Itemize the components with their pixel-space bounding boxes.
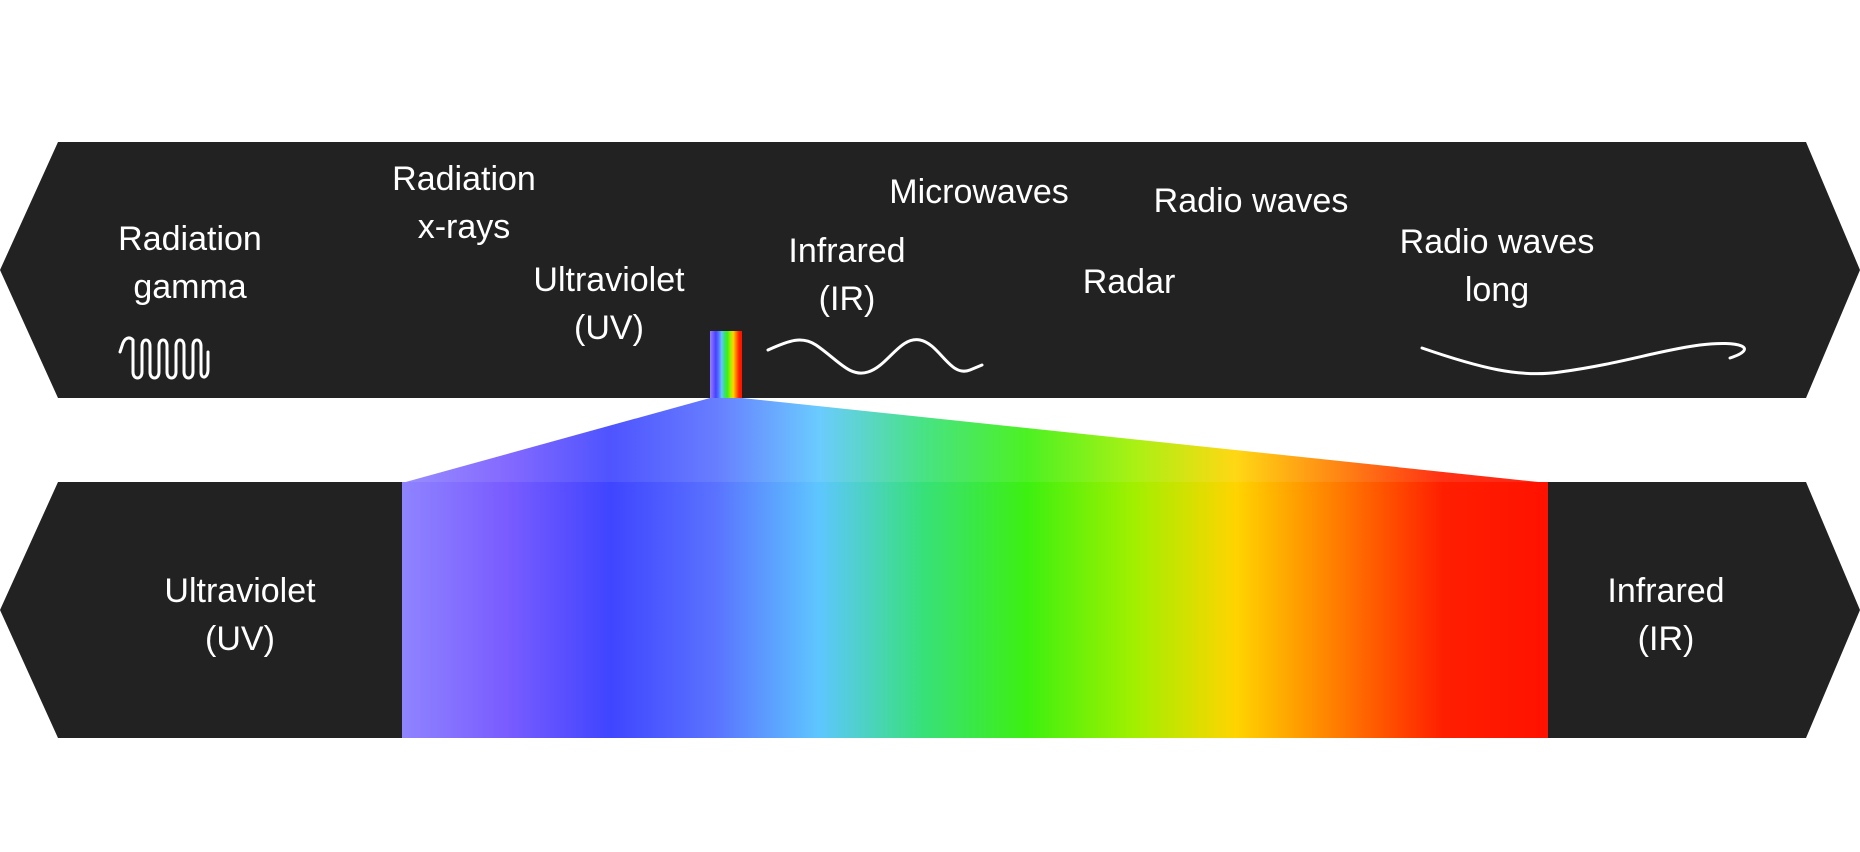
- label-radio-waves-long: Radio waves long: [1400, 218, 1595, 314]
- label-infrared-bottom-line2: (IR): [1637, 620, 1695, 658]
- label-radio-waves-line1: Radio waves: [1153, 182, 1349, 220]
- visible-spectrum-gradient: [402, 482, 1548, 738]
- label-ultraviolet-top: Ultraviolet (UV): [533, 256, 684, 352]
- label-infrared-bottom-line1: Infrared: [1607, 572, 1725, 610]
- label-microwaves: Microwaves: [889, 168, 1068, 216]
- label-ultraviolet-bottom-line1: Ultraviolet: [164, 572, 316, 610]
- label-radio-waves-long-line2: long: [1464, 271, 1530, 309]
- label-radiation-xrays-line1: Radiation: [392, 160, 536, 198]
- label-radiation-gamma-line1: Radiation: [118, 220, 262, 258]
- label-radiation-xrays-line2: x-rays: [417, 208, 511, 246]
- label-ultraviolet-top-line2: (UV): [574, 309, 644, 347]
- spectrum-projection-cone: [402, 398, 1548, 483]
- label-radio-waves: Radio waves: [1154, 177, 1349, 225]
- label-ultraviolet-bottom: Ultraviolet (UV): [164, 567, 315, 663]
- label-ultraviolet-top-line1: Ultraviolet: [533, 261, 685, 299]
- label-radiation-xrays: Radiation x-rays: [392, 155, 536, 251]
- label-infrared-top-line2: (IR): [818, 280, 876, 318]
- infrared-wave-icon: [766, 338, 984, 375]
- label-radiation-gamma: Radiation gamma: [118, 215, 262, 311]
- spectrum-band-background: [0, 142, 1860, 398]
- label-infrared-top: Infrared (IR): [788, 227, 905, 323]
- gamma-wave-icon: [118, 336, 210, 380]
- label-radio-waves-long-line1: Radio waves: [1399, 223, 1595, 261]
- label-infrared-bottom: Infrared (IR): [1607, 567, 1724, 663]
- label-ultraviolet-bottom-line2: (UV): [205, 620, 275, 658]
- label-infrared-top-line1: Infrared: [788, 232, 906, 270]
- label-radiation-gamma-line2: gamma: [133, 268, 247, 306]
- label-microwaves-line1: Microwaves: [889, 173, 1069, 211]
- long-radio-wave-icon: [1420, 341, 1746, 376]
- visible-light-strip: [710, 331, 742, 398]
- label-radar-line1: Radar: [1082, 263, 1176, 301]
- label-radar: Radar: [1083, 258, 1176, 306]
